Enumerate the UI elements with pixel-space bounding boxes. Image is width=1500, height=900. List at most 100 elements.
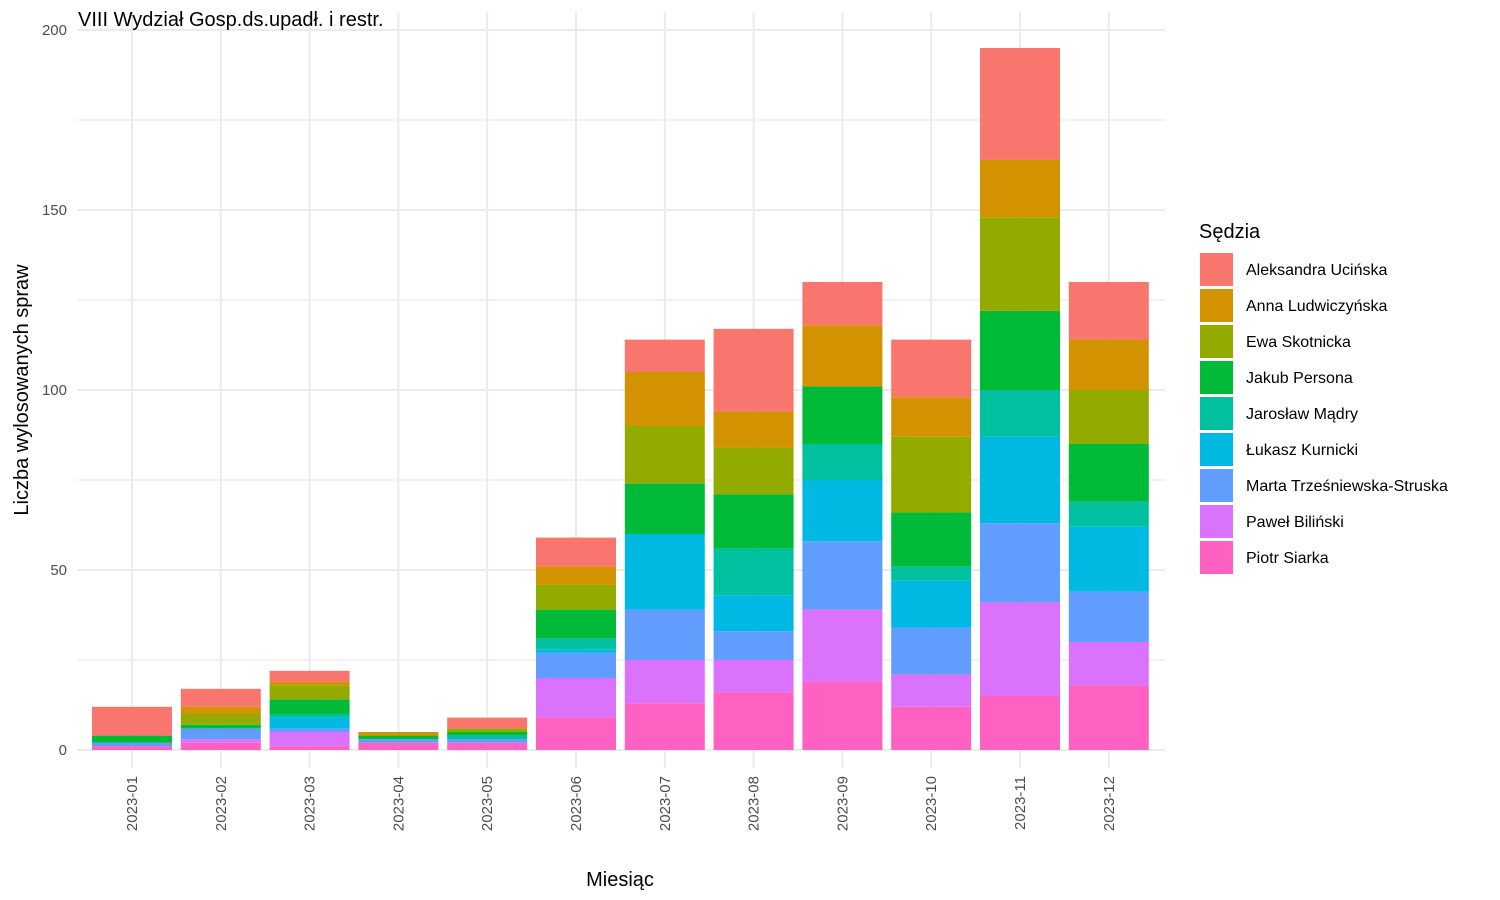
bar-segment: Jarosław Mądry 2023-10: 4 <box>891 566 972 581</box>
bar-segment: Marta Trześniewska-Struska 2023-12: 14 <box>1068 591 1149 642</box>
bar-segment: Anna Ludwiczyńska 2023-03: 1 <box>269 681 350 686</box>
legend-key <box>1200 469 1233 502</box>
legend-label: Marta Trześniewska-Struska <box>1246 478 1448 495</box>
bar-segment: Ewa Skotnicka 2023-03: 4 <box>269 685 350 700</box>
legend-key <box>1200 397 1233 430</box>
y-tick-labels: 0 50 100 150 200 <box>42 22 67 759</box>
bar-segment: Paweł Biliński 2023-03: 4 <box>269 732 350 747</box>
legend-label: Łukasz Kurnicki <box>1246 442 1358 459</box>
bar-segment: Aleksandra Ucińska 2023-09: 12 <box>802 282 883 326</box>
bar-segment: Aleksandra Ucińska 2023-02: 5 <box>180 688 261 707</box>
bar-segment: Aleksandra Ucińska 2023-12: 16 <box>1068 282 1149 340</box>
bar-segment: Ewa Skotnicka 2023-05: 1 <box>447 728 528 732</box>
x-tick-label: 2023-06 <box>568 776 585 831</box>
x-tick-label: 2023-12 <box>1101 776 1118 831</box>
y-tick-label: 100 <box>42 382 67 399</box>
bar-segment: Ewa Skotnicka 2023-02: 3 <box>180 714 261 725</box>
bar-segment: Jakub Persona 2023-07: 14 <box>624 483 705 534</box>
x-tick-label: 2023-10 <box>923 776 940 831</box>
bar-segment: Jakub Persona 2023-04: 1 <box>358 735 439 740</box>
bar-segment: Paweł Biliński 2023-09: 20 <box>802 609 883 682</box>
bar-segment: Ewa Skotnicka 2023-11: 26 <box>980 217 1060 311</box>
bar-segment: Jarosław Mądry 2023-03: 1 <box>269 714 350 718</box>
bar-segment: Piotr Siarka 2023-09: 19 <box>802 681 883 750</box>
bar-segment: Aleksandra Ucińska 2023-03: 3 <box>269 670 350 682</box>
bar-segment: Jakub Persona 2023-05: 1 <box>447 732 528 736</box>
legend-title: Sędzia <box>1199 221 1261 243</box>
bar-segment: Aleksandra Ucińska 2023-01: 8 <box>92 706 172 736</box>
bar-segment: Paweł Biliński 2023-12: 12 <box>1068 642 1149 686</box>
legend-label: Aleksandra Ucińska <box>1246 262 1388 279</box>
bar-segment: Piotr Siarka 2023-11: 15 <box>980 696 1060 750</box>
bar-segment: Marta Trześniewska-Struska 2023-04: 1 <box>358 739 439 743</box>
x-tick-labels: 2023-01 2023-02 2023-03 2023-04 2023-05 2023-… <box>124 776 1118 831</box>
legend-items: Aleksandra Ucińska Anna Ludwiczyńska Ewa S… <box>1200 253 1448 574</box>
bar-segment: Marta Trześniewska-Struska 2023-02: 3 <box>180 728 261 740</box>
y-tick-label: 150 <box>42 202 67 219</box>
bar-segment: Piotr Siarka 2023-10: 12 <box>891 706 972 750</box>
legend-key <box>1200 541 1233 574</box>
bar-segment: Aleksandra Ucińska 2023-11: 31 <box>980 48 1060 160</box>
legend-label: Anna Ludwiczyńska <box>1246 298 1388 315</box>
y-axis-title: Liczba wylosowanych spraw <box>11 264 33 516</box>
bar-segment: Piotr Siarka 2023-03: 1 <box>269 746 350 750</box>
bar-segment: Jarosław Mądry 2023-09: 10 <box>802 444 883 480</box>
x-tick-label: 2023-01 <box>124 776 141 831</box>
legend-key <box>1200 325 1233 358</box>
bar-segment: Łukasz Kurnicki 2023-07: 21 <box>624 534 705 610</box>
bar-segment: Łukasz Kurnicki 2023-11: 24 <box>980 436 1060 524</box>
bar-segment: Ewa Skotnicka 2023-06: 7 <box>536 584 616 610</box>
bar-segment: Piotr Siarka 2023-12: 18 <box>1068 685 1149 750</box>
chart-title: VIII Wydział Gosp.ds.upadł. i restr. <box>78 9 384 31</box>
bar-segment: Jarosław Mądry 2023-11: 13 <box>980 390 1060 437</box>
x-tick-label: 2023-07 <box>657 776 674 831</box>
bar-segment: Łukasz Kurnicki 2023-09: 17 <box>802 480 883 542</box>
bar-segment: Piotr Siarka 2023-06: 9 <box>536 717 616 750</box>
bar-segment: Łukasz Kurnicki 2023-03: 3 <box>269 717 350 729</box>
bar-segment: Łukasz Kurnicki 2023-12: 18 <box>1068 526 1149 592</box>
bar-segment: Marta Trześniewska-Struska 2023-08: 8 <box>713 631 794 660</box>
legend-key <box>1200 253 1233 286</box>
bar-segment: Marta Trześniewska-Struska 2023-09: 19 <box>802 541 883 610</box>
y-tick-label: 200 <box>42 22 67 39</box>
bar-segment: Piotr Siarka 2023-02: 2 <box>180 742 261 750</box>
bar-segment: Aleksandra Ucińska 2023-10: 16 <box>891 339 972 398</box>
bar-segment: Jarosław Mądry 2023-06: 3 <box>536 638 616 650</box>
legend-label: Ewa Skotnicka <box>1246 334 1351 351</box>
bar-segment: Paweł Biliński 2023-10: 9 <box>891 674 972 707</box>
bar-segment: Jakub Persona 2023-02: 1 <box>180 724 261 729</box>
x-tick-label: 2023-02 <box>213 776 230 831</box>
bar-segment: Paweł Biliński 2023-11: 26 <box>980 602 1060 696</box>
legend-key <box>1200 289 1233 322</box>
legend-label: Jarosław Mądry <box>1246 406 1358 423</box>
bar-segment: Jakub Persona 2023-11: 22 <box>980 310 1060 390</box>
bar-segment: Paweł Biliński 2023-06: 11 <box>536 678 616 718</box>
x-tick-label: 2023-11 <box>1012 776 1029 830</box>
legend-label: Paweł Biliński <box>1246 514 1344 531</box>
bar-segment: Łukasz Kurnicki 2023-06: 1 <box>536 649 616 653</box>
bar-segment: Jakub Persona 2023-08: 15 <box>713 494 794 549</box>
bar-segment: Anna Ludwiczyńska 2023-06: 5 <box>536 566 616 585</box>
bar-segment: Aleksandra Ucińska 2023-05: 3 <box>447 717 528 729</box>
bar-segment: Marta Trześniewska-Struska 2023-05: 1 <box>447 739 528 743</box>
bar-segment: Jarosław Mądry 2023-08: 13 <box>713 548 794 596</box>
bar-segment: Łukasz Kurnicki 2023-10: 13 <box>891 580 972 628</box>
bar-segment: Jakub Persona 2023-09: 16 <box>802 386 883 444</box>
bar-segment: Marta Trześniewska-Struska 2023-07: 14 <box>624 609 705 660</box>
x-tick-label: 2023-04 <box>390 776 407 831</box>
bar-segment: Jakub Persona 2023-10: 15 <box>891 512 972 567</box>
bar-segment: Aleksandra Ucińska 2023-07: 9 <box>624 339 705 372</box>
bar-segment: Ewa Skotnicka 2023-08: 13 <box>713 447 794 495</box>
x-tick-label: 2023-03 <box>302 776 319 831</box>
bar-segment: Anna Ludwiczyńska 2023-04: 1 <box>358 732 439 736</box>
bar-segment: Paweł Biliński 2023-02: 1 <box>180 739 261 743</box>
x-tick-label: 2023-09 <box>834 776 851 831</box>
bar-segment: Piotr Siarka 2023-05: 2 <box>447 742 528 750</box>
legend-key <box>1200 505 1233 538</box>
y-tick-label: 50 <box>50 562 67 579</box>
bar-segment: Anna Ludwiczyńska 2023-02: 2 <box>180 706 261 714</box>
bar-segment: Anna Ludwiczyńska 2023-12: 14 <box>1068 339 1149 390</box>
x-tick-label: 2023-08 <box>746 776 763 831</box>
bar-segment: Jarosław Mądry 2023-05: 1 <box>447 735 528 740</box>
